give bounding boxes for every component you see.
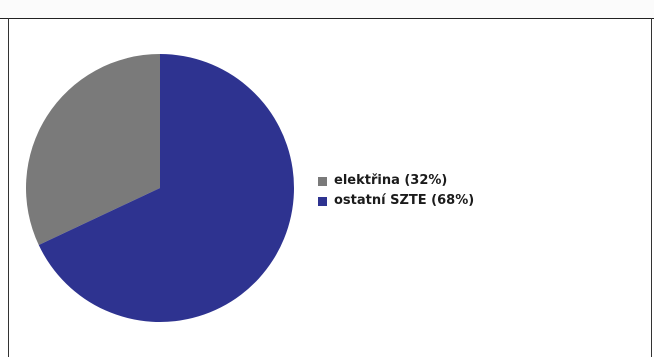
legend-item-elektrina: elektřina (32%) <box>318 171 474 191</box>
frame-right-border <box>651 18 652 357</box>
frame-left-border <box>8 18 9 357</box>
header-strip <box>0 0 654 19</box>
chart-legend: elektřina (32%) ostatní SZTE (68%) <box>318 171 474 211</box>
legend-label-elektrina: elektřina (32%) <box>334 173 448 188</box>
pie-slice-elektrina <box>25 54 160 246</box>
pie-slice-ostatni-szte <box>38 54 295 323</box>
legend-swatch-ostatni-szte <box>318 196 327 206</box>
legend-item-ostatni-szte: ostatní SZTE (68%) <box>318 191 474 211</box>
legend-swatch-elektrina <box>318 176 327 186</box>
pie-slices <box>25 54 295 323</box>
legend-label-ostatni-szte: ostatní SZTE (68%) <box>334 193 475 208</box>
